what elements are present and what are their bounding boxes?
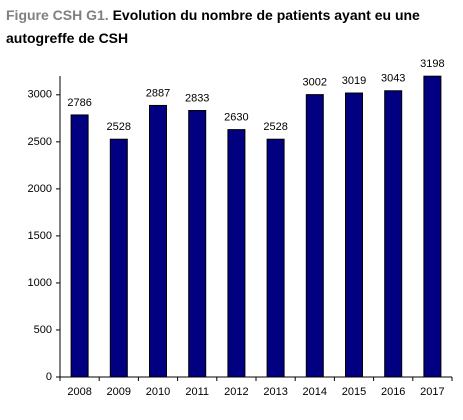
value-label: 2887 [146, 87, 170, 99]
y-tick-label: 2500 [28, 136, 52, 148]
value-label: 2630 [224, 112, 248, 124]
x-tick-label: 2008 [67, 386, 91, 398]
bar [423, 75, 442, 378]
value-label: 2528 [107, 121, 131, 133]
bar [188, 110, 207, 378]
value-label: 2528 [263, 121, 287, 133]
y-tick-label: 500 [34, 324, 52, 336]
x-tick-label: 2017 [420, 386, 444, 398]
bar [109, 138, 128, 378]
y-tick-label: 3000 [28, 89, 52, 101]
x-tick-label: 2014 [303, 386, 327, 398]
bar [384, 90, 403, 378]
bar [305, 94, 324, 378]
x-tick-label: 2009 [107, 386, 131, 398]
value-label: 3043 [381, 73, 405, 85]
y-tick-label: 1500 [28, 230, 52, 242]
value-label: 3019 [342, 75, 366, 87]
value-label: 3002 [303, 77, 327, 89]
x-tick-label: 2013 [263, 386, 287, 398]
bar [345, 92, 363, 378]
value-label: 2786 [67, 97, 91, 109]
y-tick-label: 2000 [28, 183, 52, 195]
bar [266, 138, 285, 378]
bar [149, 104, 167, 378]
value-label: 3198 [420, 58, 444, 70]
chart-title: Figure CSH G1. Evolution du nombre de pa… [6, 4, 446, 50]
y-tick-label: 0 [46, 371, 52, 383]
y-tick-label: 1000 [28, 277, 52, 289]
title-prefix: Figure CSH G1. [6, 7, 109, 23]
value-label: 2833 [185, 92, 209, 104]
title-text: Evolution du nombre de patients ayant eu… [6, 7, 420, 46]
bar [70, 114, 89, 378]
bar [227, 129, 246, 378]
x-tick-label: 2010 [146, 386, 170, 398]
x-tick-label: 2015 [342, 386, 366, 398]
x-tick-label: 2011 [185, 386, 209, 398]
x-tick-label: 2012 [224, 386, 248, 398]
x-tick-label: 2016 [381, 386, 405, 398]
